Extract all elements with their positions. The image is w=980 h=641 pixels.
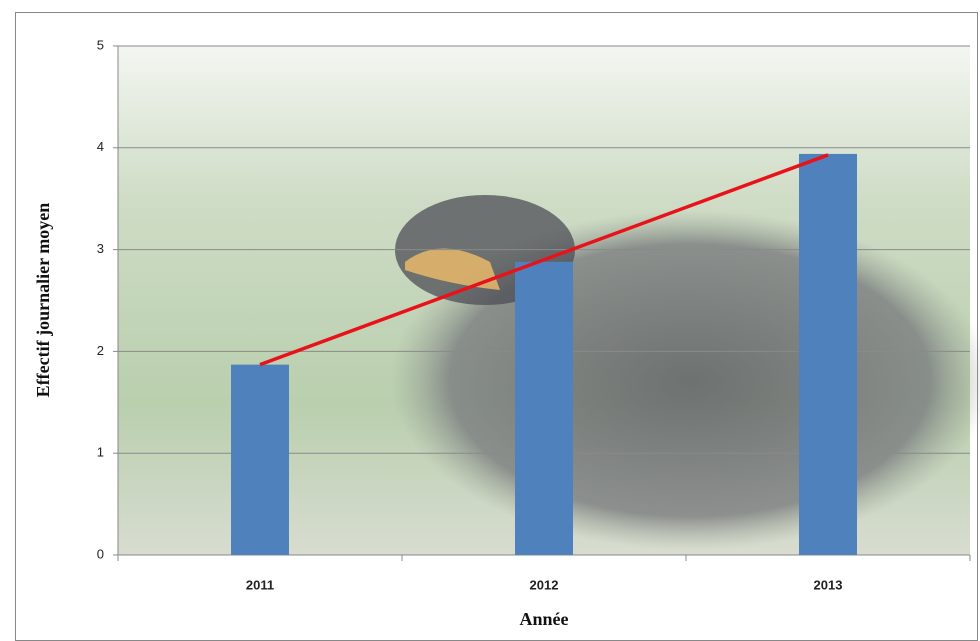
bar <box>515 261 573 555</box>
y-tick-label: 3 <box>97 241 104 256</box>
y-tick-label: 4 <box>97 139 104 154</box>
y-axis-title: Effectif journalier moyen <box>33 203 53 398</box>
y-tick-label: 2 <box>97 343 104 358</box>
bar <box>231 364 289 555</box>
y-tick-label: 5 <box>97 37 104 52</box>
x-tick-label: 2012 <box>530 577 559 592</box>
x-axis-title: Année <box>520 609 569 629</box>
y-tick-label: 0 <box>97 546 104 561</box>
bar <box>799 153 857 555</box>
y-tick-label: 1 <box>97 445 104 460</box>
trend-line <box>259 153 829 367</box>
x-tick-label: 2013 <box>814 577 843 592</box>
x-tick-label: 2011 <box>246 577 274 592</box>
photo-bird-beak <box>405 248 500 290</box>
